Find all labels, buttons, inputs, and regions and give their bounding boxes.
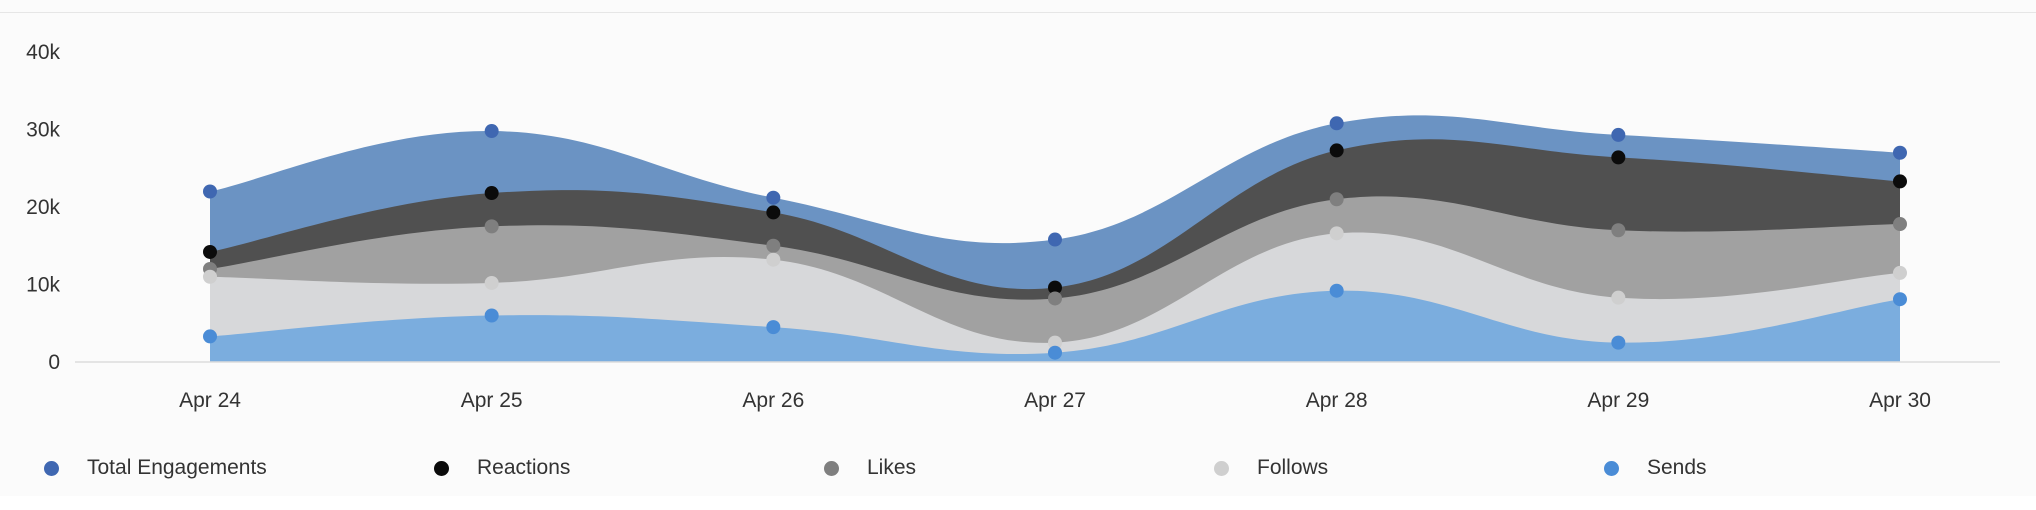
- legend-item-likes[interactable]: Likes: [824, 450, 916, 486]
- point-likes-2[interactable]: [766, 238, 781, 253]
- legend-label: Sends: [1647, 456, 1707, 479]
- x-axis-ticks: Apr 24 Apr 25 Apr 26 Apr 27 Apr 28 Apr 29 Apr …: [179, 389, 1931, 412]
- x-tick-label: Apr 27: [1024, 389, 1086, 412]
- point-follows-6[interactable]: [1893, 265, 1907, 280]
- legend-marker-icon: [1604, 460, 1619, 476]
- legend-marker-icon: [1214, 460, 1229, 476]
- y-tick-label: 20k: [26, 196, 60, 219]
- point-reactions-0[interactable]: [203, 244, 217, 259]
- series-markers: [203, 116, 1907, 360]
- point-reactions-3[interactable]: [1048, 280, 1062, 295]
- point-total-engagements-0[interactable]: [203, 184, 217, 199]
- y-tick-label: 0: [48, 351, 60, 374]
- point-total-engagements-6[interactable]: [1893, 145, 1907, 160]
- point-follows-4[interactable]: [1329, 226, 1344, 241]
- point-follows-5[interactable]: [1611, 290, 1626, 305]
- point-likes-1[interactable]: [484, 219, 499, 234]
- point-follows-2[interactable]: [766, 252, 781, 267]
- point-sends-6[interactable]: [1893, 292, 1907, 307]
- y-axis-ticks: 0 10k 20k 30k 40k: [26, 41, 60, 374]
- legend-label: Reactions: [477, 456, 571, 479]
- point-reactions-4[interactable]: [1329, 143, 1344, 158]
- point-reactions-6[interactable]: [1893, 174, 1907, 189]
- point-reactions-5[interactable]: [1611, 150, 1626, 165]
- x-tick-label: Apr 25: [461, 389, 523, 412]
- point-follows-1[interactable]: [484, 275, 499, 290]
- y-tick-label: 10k: [26, 274, 60, 297]
- chart-legend: Total Engagements Reactions Likes Follows Se…: [0, 450, 2036, 486]
- area-sends: [210, 290, 1900, 362]
- y-tick-label: 40k: [26, 41, 60, 64]
- x-tick-label: Apr 26: [742, 389, 804, 412]
- point-sends-3[interactable]: [1048, 345, 1062, 360]
- chart-panel: 0 10k 20k 30k 40k Apr 24 Apr 25 Apr 26 Apr 27 Ap…: [0, 12, 2036, 486]
- point-total-engagements-5[interactable]: [1611, 127, 1626, 142]
- point-likes-5[interactable]: [1611, 223, 1626, 238]
- point-sends-2[interactable]: [766, 320, 781, 335]
- series-areas: [210, 115, 1900, 362]
- point-reactions-2[interactable]: [766, 205, 781, 220]
- point-reactions-1[interactable]: [484, 186, 499, 201]
- point-follows-0[interactable]: [203, 269, 217, 284]
- legend-label: Likes: [867, 456, 917, 479]
- point-total-engagements-2[interactable]: [766, 190, 781, 205]
- x-tick-label: Apr 24: [179, 389, 241, 412]
- legend-item-total-engagements[interactable]: Total Engagements: [44, 450, 267, 486]
- point-sends-5[interactable]: [1611, 335, 1626, 350]
- y-tick-label: 30k: [26, 119, 60, 142]
- top-divider: [0, 12, 2036, 13]
- point-total-engagements-1[interactable]: [484, 124, 499, 139]
- x-tick-label: Apr 30: [1869, 389, 1931, 412]
- point-likes-6[interactable]: [1893, 217, 1907, 232]
- legend-marker-icon: [824, 460, 839, 476]
- point-likes-3[interactable]: [1048, 291, 1062, 306]
- point-sends-1[interactable]: [484, 308, 499, 323]
- x-tick-label: Apr 29: [1587, 389, 1649, 412]
- legend-label: Follows: [1257, 456, 1329, 479]
- legend-item-sends[interactable]: Sends: [1604, 450, 1707, 486]
- legend-item-follows[interactable]: Follows: [1214, 450, 1328, 486]
- x-tick-label: Apr 28: [1306, 389, 1368, 412]
- legend-marker-icon: [434, 460, 449, 476]
- point-follows-3[interactable]: [1048, 335, 1062, 350]
- legend-marker-icon: [44, 460, 59, 476]
- point-sends-4[interactable]: [1329, 283, 1344, 298]
- point-likes-4[interactable]: [1329, 192, 1344, 207]
- point-sends-0[interactable]: [203, 329, 217, 344]
- legend-item-reactions[interactable]: Reactions: [434, 450, 570, 486]
- point-total-engagements-3[interactable]: [1048, 232, 1062, 247]
- legend-label: Total Engagements: [87, 456, 267, 479]
- point-total-engagements-4[interactable]: [1329, 116, 1344, 131]
